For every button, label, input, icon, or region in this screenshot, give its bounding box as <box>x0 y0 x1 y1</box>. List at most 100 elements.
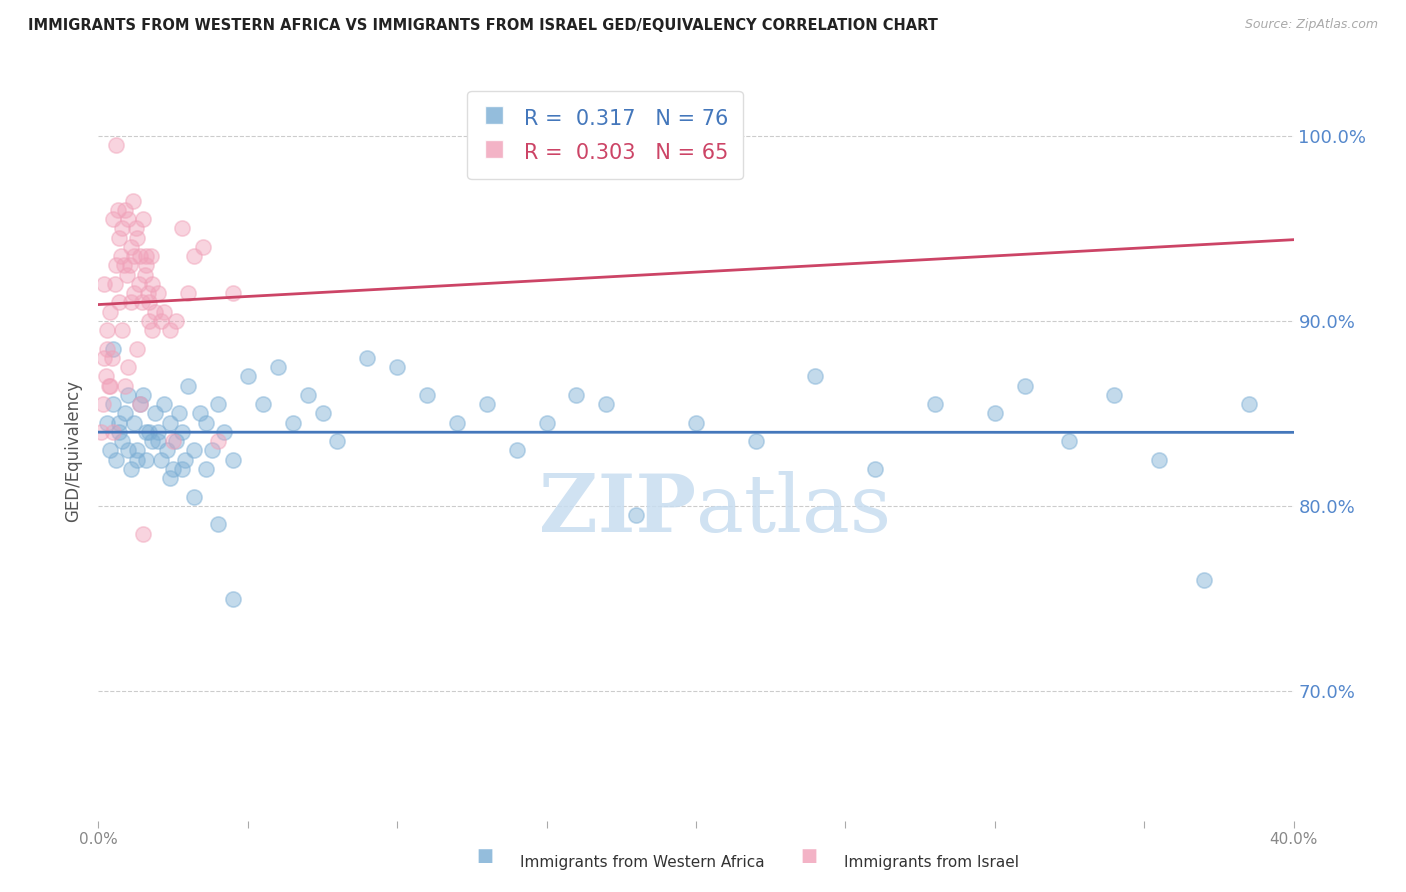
Point <box>125 221 148 235</box>
Point <box>311 407 333 421</box>
Point <box>195 416 218 430</box>
Point <box>141 434 163 449</box>
Point <box>252 397 274 411</box>
Point <box>108 425 131 439</box>
Point <box>135 425 157 439</box>
Point <box>326 434 349 449</box>
Point <box>1147 452 1170 467</box>
Point <box>165 314 187 328</box>
Point <box>1059 434 1081 449</box>
Point <box>135 249 157 263</box>
Point <box>162 434 184 449</box>
Point <box>139 249 162 263</box>
Point <box>595 397 617 411</box>
Point <box>120 462 142 476</box>
Point <box>128 277 150 291</box>
Point <box>385 360 409 375</box>
Point <box>141 277 163 291</box>
Point <box>124 416 146 430</box>
Point <box>195 462 218 476</box>
Point <box>150 452 173 467</box>
Text: ZIP: ZIP <box>538 471 696 549</box>
Point <box>98 378 122 392</box>
Point <box>117 388 139 402</box>
Point <box>148 434 170 449</box>
Legend: R =  0.317   N = 76, R =  0.303   N = 65: R = 0.317 N = 76, R = 0.303 N = 65 <box>467 91 742 179</box>
Point <box>159 416 181 430</box>
Point <box>297 388 319 402</box>
Point <box>108 230 131 244</box>
Point <box>984 407 1007 421</box>
Point <box>150 314 173 328</box>
Point <box>105 452 128 467</box>
Point <box>114 407 136 421</box>
Point <box>110 249 132 263</box>
Point <box>267 360 290 375</box>
Point <box>167 407 190 421</box>
Point <box>212 425 235 439</box>
Point <box>281 416 304 430</box>
Point <box>153 304 176 318</box>
Point <box>141 323 163 337</box>
Point <box>124 286 146 301</box>
Point <box>159 471 181 485</box>
Point <box>90 425 112 439</box>
Point <box>117 212 139 227</box>
Point <box>132 388 155 402</box>
Point <box>159 323 181 337</box>
Point <box>93 351 115 365</box>
Point <box>96 323 118 337</box>
Point <box>162 462 184 476</box>
Point <box>117 443 139 458</box>
Point <box>172 221 194 235</box>
Text: ■: ■ <box>800 847 817 865</box>
Point <box>132 526 155 541</box>
Point <box>103 212 125 227</box>
Point <box>93 277 115 291</box>
Point <box>120 295 142 310</box>
Point <box>565 388 588 402</box>
Point <box>626 508 648 523</box>
Point <box>138 314 160 328</box>
Point <box>105 259 128 273</box>
Point <box>207 517 229 532</box>
Point <box>112 259 135 273</box>
Point <box>121 194 143 208</box>
Text: atlas: atlas <box>696 471 891 549</box>
Point <box>536 416 558 430</box>
Text: IMMIGRANTS FROM WESTERN AFRICA VS IMMIGRANTS FROM ISRAEL GED/EQUIVALENCY CORRELA: IMMIGRANTS FROM WESTERN AFRICA VS IMMIGR… <box>28 18 938 33</box>
Point <box>183 249 205 263</box>
Point <box>91 397 114 411</box>
Point <box>103 397 125 411</box>
Point <box>924 397 946 411</box>
Point <box>446 416 468 430</box>
Point <box>114 202 136 217</box>
Point <box>104 277 127 291</box>
Point <box>127 342 149 356</box>
Point <box>222 591 245 606</box>
Text: ■: ■ <box>477 847 494 865</box>
Point <box>101 351 124 365</box>
Point <box>117 360 139 375</box>
Point <box>745 434 768 449</box>
Text: Immigrants from Israel: Immigrants from Israel <box>844 855 1018 870</box>
Point <box>148 286 170 301</box>
Point <box>98 304 122 318</box>
Point <box>105 138 128 153</box>
Point <box>135 452 157 467</box>
Point <box>183 443 205 458</box>
Point <box>98 443 122 458</box>
Point <box>222 452 245 467</box>
Point <box>1237 397 1260 411</box>
Point <box>165 434 187 449</box>
Y-axis label: GED/Equivalency: GED/Equivalency <box>65 379 83 522</box>
Point <box>96 342 118 356</box>
Point <box>138 425 160 439</box>
Point <box>1104 388 1126 402</box>
Point <box>143 304 166 318</box>
Point <box>97 378 120 392</box>
Point <box>114 378 136 392</box>
Point <box>124 249 146 263</box>
Point <box>356 351 378 365</box>
Point <box>129 397 152 411</box>
